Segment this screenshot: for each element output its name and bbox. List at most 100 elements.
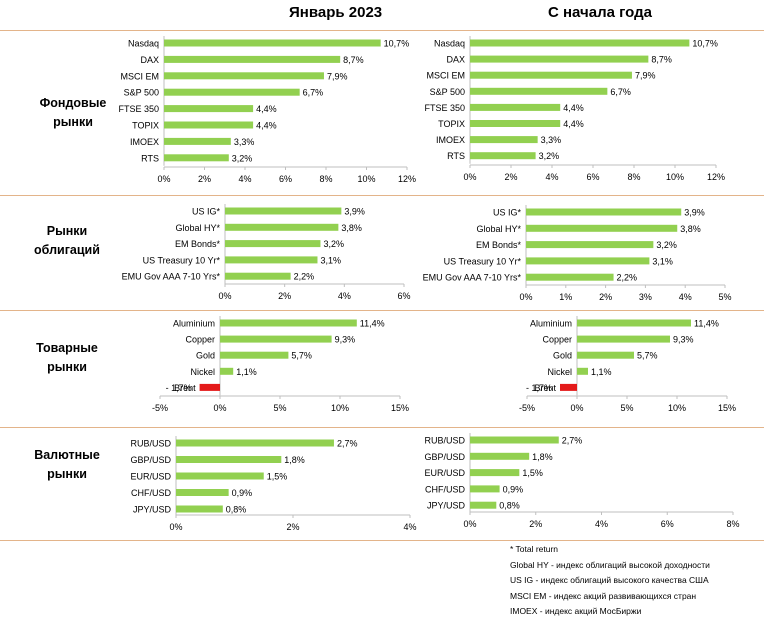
data-label: 8,7% (651, 55, 672, 65)
section-label-line: Валютные (34, 448, 100, 462)
section-label-line: Фондовые (39, 96, 107, 110)
data-label: 3,9% (684, 208, 705, 218)
tick-label: 0% (519, 292, 532, 302)
tick-label: 6% (279, 174, 292, 184)
bar (526, 224, 678, 232)
bar (225, 272, 291, 280)
category-label: GBP/USD (130, 455, 171, 465)
category-label: Copper (542, 335, 572, 345)
category-label: CHF/USD (425, 484, 465, 494)
data-label: 11,4% (360, 319, 385, 329)
section-label-line: облигаций (34, 243, 100, 257)
tick-label: 0% (570, 403, 583, 413)
data-label: 4,4% (563, 119, 584, 129)
footnote: US IG - индекс облигаций высокого качест… (510, 575, 709, 585)
footnote: * Total return (510, 544, 559, 554)
bar (220, 335, 332, 343)
category-label: DAX (446, 55, 465, 65)
category-label: TOPIX (438, 119, 465, 129)
category-label: Gold (553, 351, 572, 361)
bar (220, 367, 234, 375)
tick-label: 4% (545, 172, 558, 182)
bar (577, 319, 691, 327)
category-label: RTS (141, 153, 159, 163)
bar (470, 436, 559, 444)
data-label: 1,8% (284, 455, 305, 465)
section-label-equities: Фондовые рынки (28, 94, 118, 132)
footnote: IMOEX - индекс акций МосБиржи (510, 606, 642, 616)
category-label: RUB/USD (130, 439, 171, 449)
tick-label: 5% (273, 403, 286, 413)
bar (176, 489, 229, 496)
data-label: 8,7% (343, 55, 364, 65)
category-label: MSCI EM (426, 71, 465, 81)
bar (470, 136, 538, 144)
category-label: Nickel (190, 367, 215, 377)
data-label: 3,1% (652, 256, 673, 266)
data-label: 9,3% (673, 335, 694, 345)
category-label: CHF/USD (131, 488, 171, 498)
tick-label: 8% (726, 519, 739, 529)
tick-label: 4% (238, 174, 251, 184)
data-label: 7,9% (635, 71, 656, 81)
bar (164, 72, 324, 80)
bar (225, 223, 339, 231)
tick-label: 2% (286, 522, 299, 532)
section-label-line: Товарные (36, 341, 98, 355)
footnote: Global HY - индекс облигаций высокой дох… (510, 559, 710, 570)
bar (164, 137, 231, 145)
tick-label: 10% (666, 172, 684, 182)
bar (470, 39, 690, 47)
bar (225, 207, 342, 215)
bar (470, 152, 536, 160)
section-separator (0, 427, 764, 428)
data-label: 6,7% (610, 87, 631, 97)
data-label: 9,3% (335, 335, 356, 345)
section-label-line: рынки (47, 467, 87, 481)
bar (220, 319, 357, 327)
bar (470, 485, 500, 493)
category-label: TOPIX (132, 121, 159, 131)
data-label: 0,8% (499, 501, 520, 511)
data-label: 3,2% (232, 153, 253, 163)
category-label: EM Bonds* (175, 239, 221, 249)
tick-label: 5% (718, 292, 731, 302)
tick-label: 4% (403, 522, 416, 532)
tick-label: 2% (278, 291, 291, 301)
category-label: S&P 500 (124, 88, 159, 98)
data-label: 10,7% (384, 39, 410, 49)
tick-label: 5% (620, 403, 633, 413)
category-label: EM Bonds* (476, 240, 522, 250)
data-label: 3,2% (539, 151, 560, 161)
data-label: 11,4% (694, 319, 719, 329)
bar (470, 103, 561, 111)
tick-label: 12% (707, 172, 725, 182)
bar (164, 154, 229, 162)
tick-label: 10% (668, 403, 686, 413)
tick-label: 2% (198, 174, 211, 184)
data-label: 3,1% (320, 255, 341, 265)
data-label: 3,2% (323, 239, 344, 249)
section-label-line: Рынки (46, 224, 88, 238)
data-label: 1,5% (267, 472, 288, 482)
bar (164, 121, 254, 129)
bar (526, 208, 682, 216)
bar (176, 472, 264, 480)
bar (577, 351, 634, 359)
category-label: DAX (140, 55, 159, 65)
bar (199, 383, 220, 391)
bar (526, 257, 650, 265)
bar (577, 367, 588, 375)
footnote: MSCI EM - индекс акций развивающихся стр… (510, 590, 697, 601)
tick-label: -5% (152, 403, 168, 413)
category-label: FTSE 350 (424, 103, 465, 113)
section-label-line: рынки (47, 360, 87, 374)
category-label: EUR/USD (130, 472, 171, 482)
section-label-line: рынки (53, 115, 93, 129)
section-label-commodities: Товарные рынки (22, 339, 112, 377)
data-label: 3,3% (541, 135, 562, 145)
data-label: 1,5% (522, 468, 543, 478)
category-label: US Treasury 10 Yr* (143, 255, 221, 265)
category-label: Gold (196, 351, 215, 361)
